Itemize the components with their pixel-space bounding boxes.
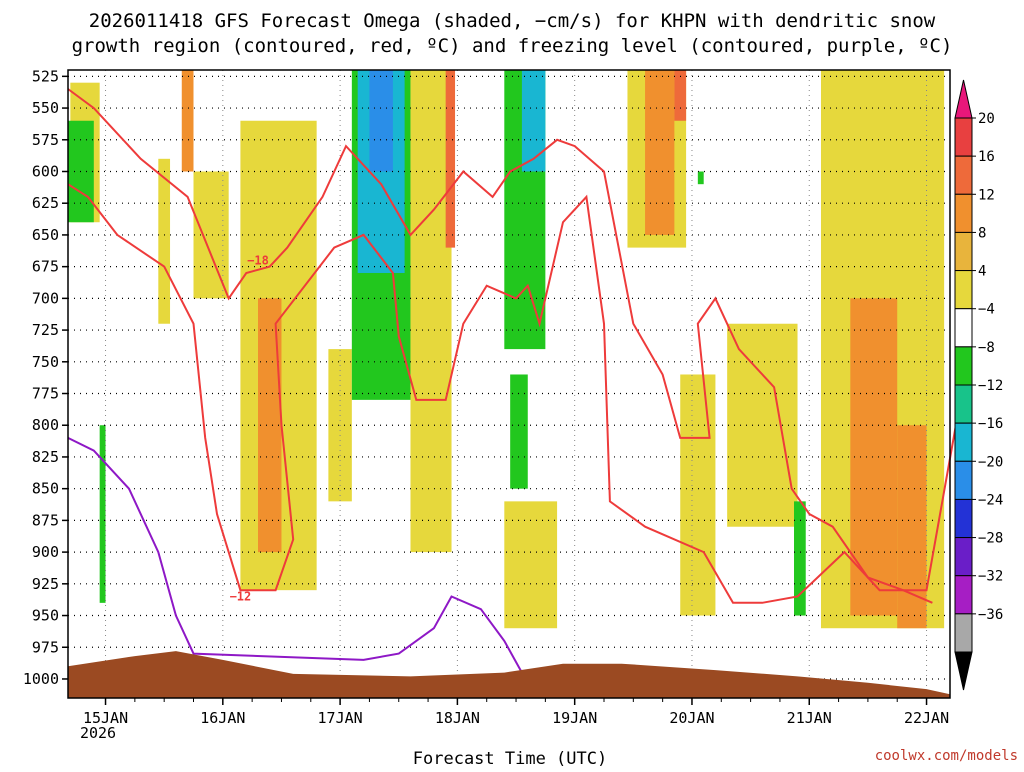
contour-lines: −12 −18 [67,88,957,674]
plot-area [68,70,945,629]
y-tick-label-775: 775 [32,385,59,403]
omega-region-19 [645,70,675,235]
y-tick-label-575: 575 [32,131,59,149]
y-tick-label-600: 600 [32,162,59,180]
omega-region-7 [258,298,282,553]
colorbar-label-1: 16 [978,149,995,165]
colorbar-label-7: −12 [978,378,1003,394]
dgz-contour-label-1: −18 [247,253,269,267]
colorbar-label-8: −16 [978,416,1003,432]
colorbar-label-3: 8 [978,225,986,241]
omega-region-24 [794,501,806,616]
dgz-contour-0 [67,183,957,604]
x-tick-label-21JAN: 21JAN [787,709,832,727]
colorbar-bin-14 [954,613,973,653]
omega-region-20 [674,70,687,121]
colorbar-bin-13 [954,575,973,615]
x-tick-label-20JAN: 20JAN [669,709,714,727]
credit-text: coolwx.com/models [875,748,1018,764]
dgz-contour-1 [67,88,933,604]
y-tick-label-950: 950 [32,607,59,625]
omega-region-15 [521,70,546,172]
omega-region-21 [680,374,716,616]
colorbar-bin-2 [954,155,973,195]
terrain-fill [68,651,950,698]
omega-region-12 [410,70,452,553]
colorbar-bin-8 [954,384,973,424]
x-tick-label-15JAN: 15JAN [83,709,128,727]
y-tick-label-975: 975 [32,638,59,656]
y-tick-label-825: 825 [32,448,59,466]
colorbar-label-10: −24 [978,492,1003,508]
x-tick-label-19JAN: 19JAN [552,709,597,727]
colorbar-label-9: −20 [978,454,1003,470]
colorbar-label-13: −36 [978,607,1003,623]
omega-region-4 [181,70,194,172]
y-tick-label-750: 750 [32,353,59,371]
chart-title-line-2: growth region (contoured, red, ºC) and f… [72,35,953,57]
y-tick-label-1000: 1000 [23,670,59,688]
colorbar-bin-12 [954,537,973,577]
colorbar-bin-3 [954,193,973,233]
y-tick-label-625: 625 [32,194,59,212]
colorbar-bottom-triangle [954,651,973,691]
x-tick-label-22JAN: 22JAN [904,709,949,727]
colorbar-top-triangle [954,79,973,119]
plot-frame [67,69,951,699]
colorbar-bin-4 [954,231,973,272]
y-tick-label-650: 650 [32,226,59,244]
y-tick-label-850: 850 [32,480,59,498]
chart-title-line-1: 2026011418 GFS Forecast Omega (shaded, −… [89,10,936,32]
y-tick-label-725: 725 [32,321,59,339]
colorbar: 20 16 12 8 4 −4 −8 −12 −16 −20 −24 −28 −32 −36 [954,79,1003,691]
colorbar-bin-11 [954,498,973,539]
x-axis-ticks: 15JAN 16JAN 17JAN 18JAN 19JAN 20JAN 21JAN 22JAN [83,698,949,727]
x-tick-label-17JAN: 17JAN [318,709,363,727]
omega-region-17 [504,501,558,629]
y-axis-ticks: 525 550 575 600 625 650 675 700 725 750 775 800 825 8… [23,67,68,688]
colorbar-bin-1 [954,117,973,157]
omega-region-13 [445,70,456,248]
freezing-level-contour [67,437,523,674]
x-tick-label-16JAN: 16JAN [200,709,245,727]
colorbar-label-11: −28 [978,531,1003,547]
colorbar-bin-9 [954,422,973,462]
x-tick-label-18JAN: 18JAN [435,709,480,727]
colorbar-bin-10 [954,460,973,500]
omega-region-16 [510,374,528,489]
colorbar-label-4: 4 [978,264,986,280]
omega-region-5 [193,171,229,299]
colorbar-label-0: 20 [978,111,995,127]
y-tick-label-925: 925 [32,575,59,593]
x-axis-title: Forecast Time (UTC) [413,749,607,768]
y-tick-label-875: 875 [32,511,59,529]
colorbar-label-5: −4 [978,302,995,318]
colorbar-bin-7 [954,346,973,386]
colorbar-bin-5 [954,270,973,310]
x-tick-year-label: 2026 [80,724,116,742]
omega-region-2 [99,425,106,603]
colorbar-bin-6 [954,308,973,348]
y-tick-label-675: 675 [32,258,59,276]
y-tick-label-550: 550 [32,99,59,117]
omega-region-22 [697,171,704,185]
omega-region-3 [158,158,171,324]
colorbar-label-2: 12 [978,187,995,203]
colorbar-label-12: −32 [978,569,1003,585]
omega-region-11 [369,70,393,172]
omega-region-23 [727,323,798,527]
terrain-surface [68,651,950,698]
y-tick-label-800: 800 [32,416,59,434]
y-tick-label-900: 900 [32,543,59,561]
dgz-contour-label-0: −12 [230,590,252,604]
y-tick-label-525: 525 [32,67,59,85]
y-tick-label-700: 700 [32,289,59,307]
colorbar-label-6: −8 [978,340,995,356]
